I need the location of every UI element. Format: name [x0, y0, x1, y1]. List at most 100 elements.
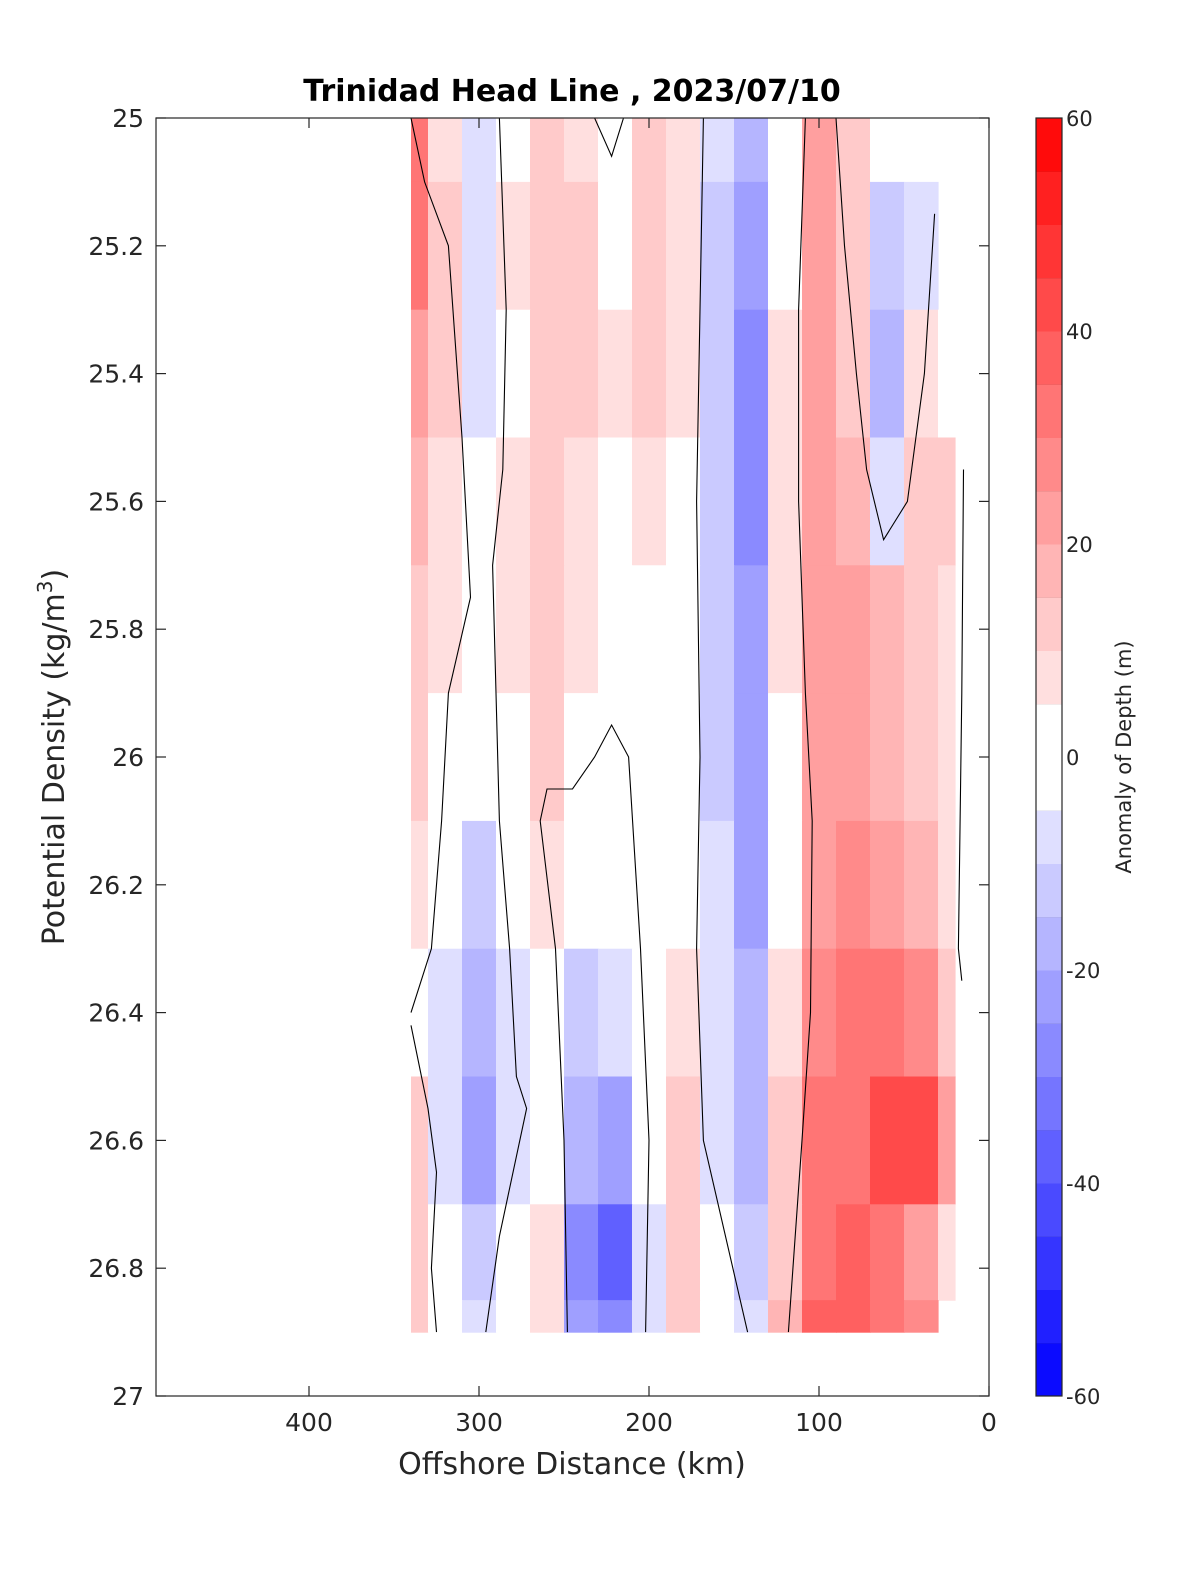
heatmap-cell [836, 820, 871, 950]
heatmap-cell [496, 1204, 531, 1301]
heatmap-cell [836, 565, 871, 694]
heatmap-cell [462, 565, 497, 694]
zero-contour-line [957, 469, 965, 981]
colorbar-swatch [1036, 437, 1062, 492]
zero-contour-line [594, 118, 625, 158]
heatmap-cell [734, 118, 769, 183]
heatmap-cell [734, 181, 769, 311]
heatmap-cell [632, 693, 667, 822]
colorbar-swatch [1036, 490, 1062, 545]
colorbar-swatch [1036, 757, 1062, 811]
heatmap-cell [564, 309, 599, 439]
heatmap-cell [666, 1076, 701, 1205]
heatmap-cell [564, 565, 599, 694]
heatmap-cell [530, 1300, 565, 1333]
heatmap-cell [734, 1076, 769, 1205]
heatmap-cell [564, 1076, 599, 1205]
heatmap-cell [564, 948, 599, 1078]
zero-contour-line [787, 118, 813, 1333]
heatmap-cell [564, 1204, 599, 1301]
zero-contour-lines [410, 118, 965, 1333]
heatmap-cell [462, 181, 497, 311]
heatmap-cell [530, 820, 565, 950]
heatmap-cell [598, 565, 633, 694]
colorbar-tick-label: 60 [1066, 107, 1093, 131]
heatmap-cell [768, 565, 803, 694]
heatmap-cell [938, 565, 956, 694]
heatmap-cell [632, 1300, 667, 1333]
heatmap-cell [700, 437, 735, 566]
heatmap-cell [462, 1076, 497, 1205]
heatmap-cell [598, 1076, 633, 1205]
x-tick-label: 300 [455, 1408, 503, 1437]
colorbar-swatch [1036, 1076, 1062, 1131]
heatmap-cell [836, 118, 871, 183]
heatmap-cell [836, 1076, 871, 1205]
colorbar-swatch [1036, 810, 1062, 864]
heatmap-cell [598, 118, 633, 183]
heatmap-cell [802, 820, 837, 950]
colorbar-tick-label: -20 [1066, 959, 1100, 983]
heatmap-cell [870, 118, 905, 183]
heatmap-cell [530, 437, 565, 566]
heatmap-cell [904, 820, 939, 950]
y-tick-label: 25.4 [88, 360, 144, 389]
heatmap-cell [598, 309, 633, 439]
colorbar-swatch [1036, 544, 1062, 598]
heatmap-cell [530, 948, 565, 1078]
colorbar-tick-label: -60 [1066, 1385, 1100, 1409]
heatmap-cell [870, 948, 905, 1078]
heatmap-cell [802, 1204, 837, 1301]
heatmap-cell [700, 181, 735, 311]
heatmap-cell [632, 565, 667, 694]
heatmap-cell [938, 309, 956, 439]
colorbar-swatch [1036, 1342, 1062, 1397]
heatmap-cell [632, 118, 667, 183]
heatmap-cell [938, 1204, 956, 1301]
heatmap-cell [700, 820, 735, 950]
colorbar-swatch [1036, 970, 1062, 1024]
heatmap-cell [802, 1300, 837, 1333]
heatmap-cell [870, 437, 905, 566]
x-axis-label: Offshore Distance (km) [398, 1447, 746, 1482]
colorbar-swatch [1036, 1129, 1062, 1184]
heatmap-cell [666, 948, 701, 1078]
y-axis-ticks: 25 25.2 25.4 25.6 25.8 26 26.2 26.4 26.6 26.8 27 [88, 104, 989, 1411]
heatmap-cell [870, 565, 905, 694]
heatmap-cell [411, 437, 429, 566]
heatmap-cell [802, 693, 837, 822]
x-axis-ticks: 400 300 200 100 0 [285, 118, 997, 1437]
heatmap-cell [598, 693, 633, 822]
colorbar-swatch [1036, 863, 1062, 918]
heatmap-cell [462, 118, 497, 183]
heatmap-cell [411, 1300, 429, 1333]
heatmap-cell [462, 1204, 497, 1301]
heatmap-cell [428, 181, 463, 311]
heatmap-cell [802, 309, 837, 439]
heatmap-cell [768, 820, 803, 950]
heatmap-cell [666, 565, 701, 694]
colorbar-swatch [1036, 916, 1062, 971]
heatmap-cell [666, 820, 701, 950]
heatmap-cell [802, 181, 837, 311]
y-axis-label-main: Potential Density (kg/m [37, 593, 72, 945]
heatmap-cell [768, 1204, 803, 1301]
heatmap-cell [564, 820, 599, 950]
heatmap-cell [564, 1300, 599, 1333]
heatmap-cell [836, 693, 871, 822]
x-tick-label: 400 [285, 1408, 333, 1437]
colorbar-swatch [1036, 331, 1062, 385]
heatmap-cell [428, 820, 463, 950]
heatmap-cell [496, 437, 531, 566]
heatmap-cell [734, 1204, 769, 1301]
heatmap-cell [734, 693, 769, 822]
heatmap-cell [768, 1076, 803, 1205]
heatmap-cell [598, 181, 633, 311]
heatmap-cell [904, 181, 939, 311]
heatmap-cell [802, 565, 837, 694]
heatmap-cell [870, 820, 905, 950]
heatmap-cell [768, 437, 803, 566]
heatmap-cell [462, 948, 497, 1078]
zero-contour-line [835, 118, 936, 542]
